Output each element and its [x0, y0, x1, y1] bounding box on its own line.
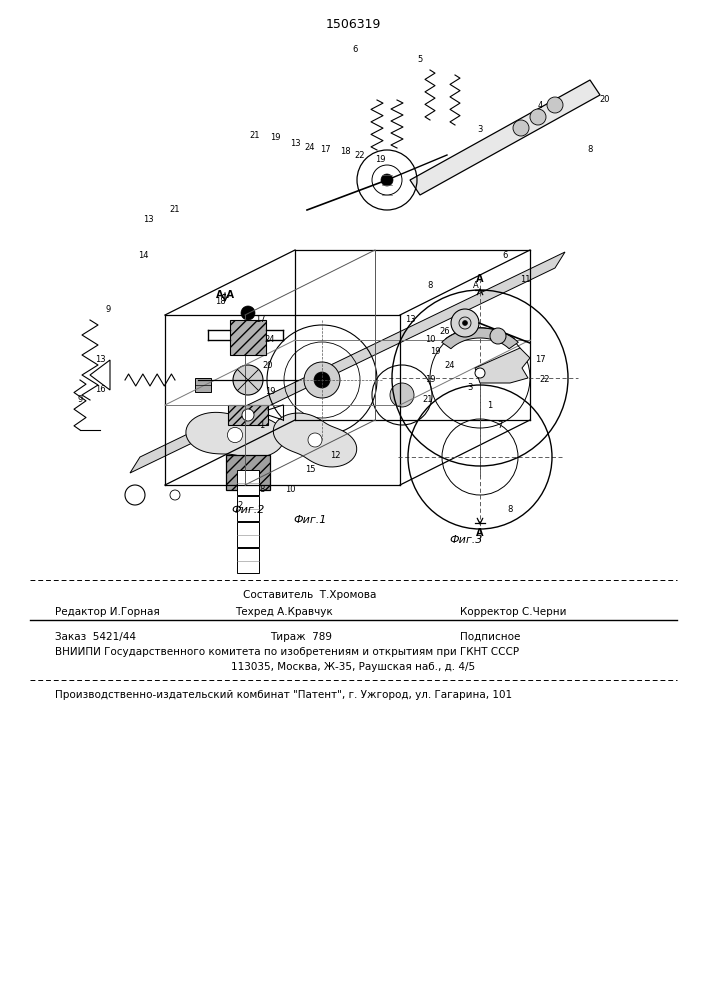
Text: 5: 5 — [417, 55, 423, 64]
Text: 4: 4 — [537, 101, 543, 109]
Text: 17: 17 — [255, 316, 265, 324]
Polygon shape — [410, 80, 600, 195]
Text: 1: 1 — [259, 420, 264, 430]
Text: 21: 21 — [170, 206, 180, 215]
Circle shape — [530, 109, 546, 125]
Text: 9: 9 — [77, 395, 83, 404]
Text: 19: 19 — [375, 155, 385, 164]
Text: 19: 19 — [425, 375, 436, 384]
Circle shape — [451, 309, 479, 337]
Circle shape — [462, 320, 467, 326]
Text: 26: 26 — [440, 328, 450, 336]
Polygon shape — [475, 348, 530, 383]
Bar — [237, 470, 259, 495]
Text: 21: 21 — [250, 130, 260, 139]
Text: Фиг.3: Фиг.3 — [450, 535, 483, 545]
Polygon shape — [186, 412, 284, 458]
Text: 13: 13 — [95, 356, 105, 364]
Circle shape — [304, 362, 340, 398]
Text: 19: 19 — [430, 348, 440, 357]
Bar — [230, 320, 266, 355]
Text: 8: 8 — [427, 280, 433, 290]
Text: 7: 7 — [497, 420, 503, 430]
Circle shape — [547, 97, 563, 113]
Text: 1: 1 — [487, 400, 493, 410]
Bar — [237, 548, 259, 573]
Text: 18: 18 — [215, 298, 226, 306]
Text: 20: 20 — [263, 360, 273, 369]
Circle shape — [390, 383, 414, 407]
Text: 13: 13 — [143, 216, 153, 225]
Circle shape — [490, 328, 506, 344]
Text: 3: 3 — [467, 383, 473, 392]
Bar — [228, 405, 268, 425]
Text: Техред А.Кравчук: Техред А.Кравчук — [235, 607, 333, 617]
Circle shape — [308, 433, 322, 447]
Circle shape — [228, 427, 243, 443]
Text: 13: 13 — [290, 138, 300, 147]
Text: ВНИИПИ Государственного комитета по изобретениям и открытиям при ГКНТ СССР: ВНИИПИ Государственного комитета по изоб… — [55, 647, 519, 657]
Text: 14: 14 — [138, 250, 148, 259]
Text: A: A — [477, 274, 484, 284]
Text: A-A: A-A — [216, 290, 235, 300]
Text: Составитель  Т.Хромова: Составитель Т.Хромова — [243, 590, 377, 600]
Text: 24: 24 — [305, 142, 315, 151]
Text: A: A — [473, 280, 479, 290]
Bar — [226, 455, 270, 490]
Bar — [237, 496, 259, 521]
Polygon shape — [130, 252, 565, 473]
Circle shape — [513, 120, 529, 136]
Text: Редактор И.Горная: Редактор И.Горная — [55, 607, 160, 617]
Text: 17: 17 — [320, 145, 330, 154]
Text: 113035, Москва, Ж-35, Раушская наб., д. 4/5: 113035, Москва, Ж-35, Раушская наб., д. … — [231, 662, 475, 672]
Text: Производственно-издательский комбинат "Патент", г. Ужгород, ул. Гагарина, 101: Производственно-издательский комбинат "П… — [55, 690, 512, 700]
Text: 2: 2 — [238, 500, 243, 510]
Text: 17: 17 — [534, 356, 545, 364]
Text: 19: 19 — [264, 387, 275, 396]
Bar — [195, 378, 211, 392]
Text: 12: 12 — [329, 450, 340, 460]
Text: 9: 9 — [105, 306, 110, 314]
Text: 16: 16 — [95, 385, 105, 394]
Circle shape — [314, 372, 330, 388]
Text: Заказ  5421/44: Заказ 5421/44 — [55, 632, 136, 642]
Text: 24: 24 — [445, 360, 455, 369]
Text: Подписное: Подписное — [460, 632, 520, 642]
Text: 18: 18 — [339, 147, 350, 156]
Text: Фиг.2: Фиг.2 — [231, 505, 264, 515]
Text: 6: 6 — [352, 45, 358, 54]
Text: 21: 21 — [423, 395, 433, 404]
Text: 11: 11 — [520, 275, 530, 284]
Text: 10: 10 — [285, 486, 296, 494]
Circle shape — [381, 174, 393, 186]
Circle shape — [233, 365, 263, 395]
Text: 15: 15 — [305, 466, 315, 475]
Text: Тираж  789: Тираж 789 — [270, 632, 332, 642]
Text: Корректор С.Черни: Корректор С.Черни — [460, 607, 566, 617]
Bar — [237, 522, 259, 547]
Polygon shape — [442, 328, 518, 349]
Text: 1506319: 1506319 — [325, 18, 380, 31]
Text: A: A — [477, 528, 484, 538]
Polygon shape — [274, 413, 356, 467]
Text: 19: 19 — [270, 133, 280, 142]
Text: 20: 20 — [600, 96, 610, 104]
Text: 22: 22 — [355, 150, 366, 159]
Text: Фиг.1: Фиг.1 — [293, 515, 327, 525]
Text: 22: 22 — [539, 375, 550, 384]
Text: 8: 8 — [588, 145, 592, 154]
Circle shape — [242, 409, 254, 421]
Text: 3: 3 — [477, 125, 483, 134]
Text: 13: 13 — [404, 316, 415, 324]
Circle shape — [475, 368, 485, 378]
Text: 24: 24 — [264, 336, 275, 344]
Text: 10: 10 — [425, 336, 436, 344]
Text: 8: 8 — [259, 486, 264, 494]
Text: 6: 6 — [502, 250, 508, 259]
Circle shape — [241, 306, 255, 320]
Text: 8: 8 — [508, 506, 513, 514]
